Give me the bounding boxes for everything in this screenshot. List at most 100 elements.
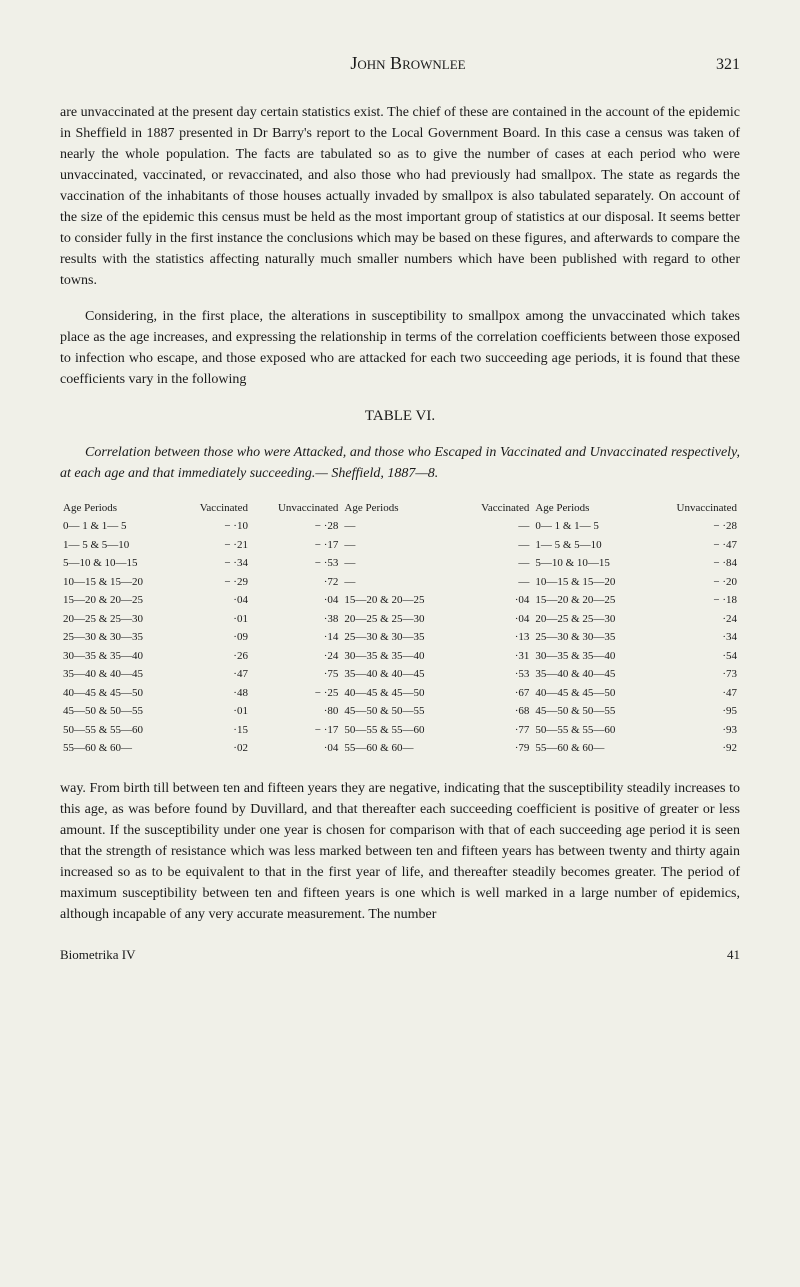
table-cell: 25—30 & 30—35 <box>532 628 649 647</box>
paragraph-1: are unvaccinated at the present day cert… <box>60 102 740 291</box>
table-cell: 25—30 & 30—35 <box>341 628 458 647</box>
table-row: 30—35 & 35—40·26·2430—35 & 35—40·3130—35… <box>60 647 740 666</box>
table-cell: 35—40 & 40—45 <box>60 665 177 684</box>
table-cell: ·75 <box>251 665 341 684</box>
table-cell: ·09 <box>177 628 251 647</box>
table-cell: ·67 <box>459 684 533 703</box>
table-cell: ·34 <box>649 628 740 647</box>
header-age-periods-2: Age Periods <box>341 499 458 518</box>
table-row: 5—10 & 10—15− ·34− ·53——5—10 & 10—15− ·8… <box>60 554 740 573</box>
table-cell: − ·47 <box>649 536 740 555</box>
table-cell: 15—20 & 20—25 <box>341 591 458 610</box>
paragraph-3: way. From birth till between ten and fif… <box>60 778 740 925</box>
table-cell: 55—60 & 60— <box>341 739 458 758</box>
table-cell: − ·21 <box>177 536 251 555</box>
table-cell: ·01 <box>177 702 251 721</box>
table-cell: 5—10 & 10—15 <box>532 554 649 573</box>
table-cell: 55—60 & 60— <box>60 739 177 758</box>
table-cell: 1— 5 & 5—10 <box>60 536 177 555</box>
table-row: 10—15 & 15—20− ·29·72——10—15 & 15—20− ·2… <box>60 573 740 592</box>
table-row: 35—40 & 40—45·47·7535—40 & 40—45·5335—40… <box>60 665 740 684</box>
header-vaccinated-2: Vaccinated <box>459 499 533 518</box>
table-cell: 55—60 & 60— <box>532 739 649 758</box>
table-cell: 30—35 & 35—40 <box>532 647 649 666</box>
table-cell: − ·17 <box>251 536 341 555</box>
table-cell: ·04 <box>459 591 533 610</box>
table-cell: 30—35 & 35—40 <box>60 647 177 666</box>
table-cell: ·24 <box>649 610 740 629</box>
table-cell: − ·18 <box>649 591 740 610</box>
table-cell: — <box>459 536 533 555</box>
table-cell: 10—15 & 15—20 <box>532 573 649 592</box>
table-cell: ·93 <box>649 721 740 740</box>
table-cell: − ·17 <box>251 721 341 740</box>
table-row: 20—25 & 25—30·01·3820—25 & 25—30·0420—25… <box>60 610 740 629</box>
table-row: 40—45 & 45—50·48− ·2540—45 & 45—50·6740—… <box>60 684 740 703</box>
table-cell: ·68 <box>459 702 533 721</box>
header-vaccinated-1: Vaccinated <box>177 499 251 518</box>
table-cell: — <box>341 517 458 536</box>
table-cell: 20—25 & 25—30 <box>341 610 458 629</box>
table-cell: ·14 <box>251 628 341 647</box>
table-row: 55—60 & 60—·02·0455—60 & 60—·7955—60 & 6… <box>60 739 740 758</box>
table-cell: 40—45 & 45—50 <box>532 684 649 703</box>
table-title: TABLE VI. <box>60 405 740 428</box>
table-cell: ·04 <box>251 591 341 610</box>
page-header: John Brownlee 321 <box>60 50 740 77</box>
table-cell: 20—25 & 25—30 <box>532 610 649 629</box>
table-cell: 40—45 & 45—50 <box>60 684 177 703</box>
table-row: 45—50 & 50—55·01·8045—50 & 50—55·6845—50… <box>60 702 740 721</box>
table-cell: ·53 <box>459 665 533 684</box>
table-cell: 30—35 & 35—40 <box>341 647 458 666</box>
table-cell: 45—50 & 50—55 <box>532 702 649 721</box>
table-cell: ·31 <box>459 647 533 666</box>
table-cell: ·79 <box>459 739 533 758</box>
table-cell: 25—30 & 30—35 <box>60 628 177 647</box>
table-cell: 1— 5 & 5—10 <box>532 536 649 555</box>
header-unvaccinated-1: Unvaccinated <box>251 499 341 518</box>
header-age-periods-1: Age Periods <box>60 499 177 518</box>
table-cell: 45—50 & 50—55 <box>341 702 458 721</box>
page-number: 321 <box>716 53 740 77</box>
table-cell: — <box>341 536 458 555</box>
table-cell: ·54 <box>649 647 740 666</box>
table-cell: ·95 <box>649 702 740 721</box>
table-cell: 10—15 & 15—20 <box>60 573 177 592</box>
table-header-row: Age Periods Vaccinated Unvaccinated Age … <box>60 499 740 518</box>
table-cell: − ·28 <box>251 517 341 536</box>
table-cell: ·92 <box>649 739 740 758</box>
table-cell: ·38 <box>251 610 341 629</box>
table-cell: ·15 <box>177 721 251 740</box>
table-cell: 40—45 & 45—50 <box>341 684 458 703</box>
footer-left: Biometrika IV <box>60 945 135 965</box>
table-row: 25—30 & 30—35·09·1425—30 & 30—35·1325—30… <box>60 628 740 647</box>
table-cell: ·24 <box>251 647 341 666</box>
table-cell: − ·28 <box>649 517 740 536</box>
table-cell: 45—50 & 50—55 <box>60 702 177 721</box>
table-cell: 50—55 & 55—60 <box>532 721 649 740</box>
table-cell: ·80 <box>251 702 341 721</box>
page-footer: Biometrika IV 41 <box>60 945 740 965</box>
table-cell: − ·34 <box>177 554 251 573</box>
table-cell: ·04 <box>177 591 251 610</box>
table-cell: − ·10 <box>177 517 251 536</box>
table-cell: 5—10 & 10—15 <box>60 554 177 573</box>
table-cell: ·48 <box>177 684 251 703</box>
table-cell: 15—20 & 20—25 <box>532 591 649 610</box>
table-cell: ·04 <box>251 739 341 758</box>
header-age-periods-3: Age Periods <box>532 499 649 518</box>
author-name: John Brownlee <box>100 50 716 77</box>
table-cell: 0— 1 & 1— 5 <box>60 517 177 536</box>
table-cell: − ·20 <box>649 573 740 592</box>
table-cell: — <box>459 554 533 573</box>
table-row: 0— 1 & 1— 5− ·10− ·28——0— 1 & 1— 5− ·28 <box>60 517 740 536</box>
table-cell: ·73 <box>649 665 740 684</box>
paragraph-2: Considering, in the first place, the alt… <box>60 306 740 390</box>
table-cell: ·02 <box>177 739 251 758</box>
table-cell: ·01 <box>177 610 251 629</box>
table-cell: 50—55 & 55—60 <box>341 721 458 740</box>
table-cell: ·13 <box>459 628 533 647</box>
table-row: 1— 5 & 5—10− ·21− ·17——1— 5 & 5—10− ·47 <box>60 536 740 555</box>
table-cell: ·26 <box>177 647 251 666</box>
table-cell: − ·25 <box>251 684 341 703</box>
